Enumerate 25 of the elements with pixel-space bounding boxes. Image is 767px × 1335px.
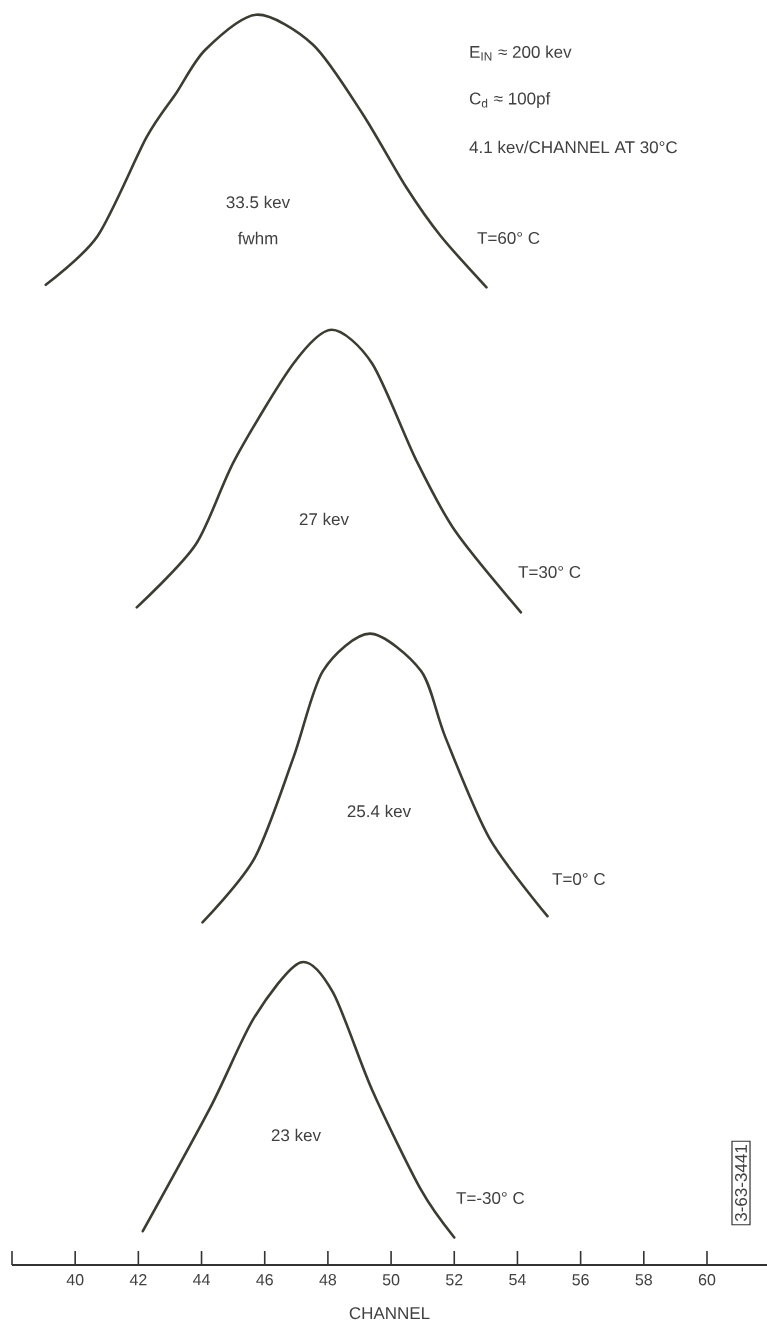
annotation: fwhm <box>237 231 278 245</box>
x-tick-label: 40 <box>66 1274 84 1286</box>
series-label: T=-30° C <box>456 1191 525 1205</box>
x-axis-title: CHANNEL <box>349 1307 430 1320</box>
x-tick-label: 54 <box>509 1274 526 1286</box>
x-tick-label: 46 <box>256 1274 273 1286</box>
series-label: T=30° C <box>518 565 581 578</box>
x-tick-label: 58 <box>635 1274 652 1286</box>
x-tick-label: 50 <box>382 1274 400 1286</box>
x-tick-label: 60 <box>698 1274 716 1286</box>
annotation: 4.1 kev/CHANNEL AT 30°C <box>469 140 678 154</box>
series-label: T=0° C <box>552 872 605 886</box>
annotation: 25.4 kev <box>347 804 412 818</box>
x-tick-label: 52 <box>445 1274 463 1286</box>
x-tick-label: 44 <box>193 1274 210 1286</box>
annotation: E$_{IN}$ ≈ 200 kev <box>470 45 572 61</box>
x-tick-label: 56 <box>572 1274 589 1286</box>
annotation: C$_{d}$ ≈ 100pf <box>469 92 551 108</box>
annotation: 3-63-3441 <box>735 1145 748 1222</box>
annotation: 27 kev <box>299 512 349 526</box>
annotation: 33.5 kev <box>226 195 291 209</box>
annotation: 23 kev <box>271 1128 321 1142</box>
series-label: T=60° C <box>477 231 540 244</box>
x-tick-label: 48 <box>319 1274 337 1286</box>
x-tick-label: 42 <box>129 1274 147 1286</box>
